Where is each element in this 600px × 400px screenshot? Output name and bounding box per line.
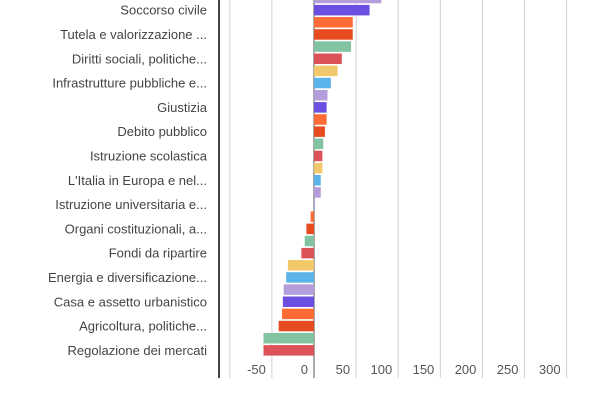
category-label: Tutela e valorizzazione ... [60,27,207,42]
bar [278,320,314,332]
bar [314,138,324,150]
category-label: Soccorso civile [120,3,207,18]
bar [314,65,338,77]
category-label: L'Italia in Europa e nel... [68,173,207,188]
category-label: Casa e assetto urbanistico [54,294,207,309]
bar [282,296,314,307]
bar [283,284,314,295]
category-label: Organi costituzionali, a... [65,221,207,236]
x-tick-label: 50 [336,362,350,377]
bar [314,4,370,16]
bar [306,223,314,235]
bar [314,41,352,52]
bar [263,332,314,344]
category-label: Regolazione dei mercati [68,343,208,358]
bar [314,150,323,162]
x-tick-label: 200 [455,362,477,377]
bar [314,102,327,113]
bar [263,345,314,356]
x-tick-label: 0 [301,362,308,377]
category-label: Giustizia [157,100,208,115]
category-label: Diritti sociali, politiche... [72,51,207,66]
bar [314,199,315,210]
category-label: Energia e diversificazione... [48,270,207,285]
bar [314,114,327,125]
bar [314,53,342,64]
bar [314,89,328,101]
bar [314,126,325,137]
x-tick-label: 300 [539,362,561,377]
bar [287,260,314,271]
x-tick-label: 100 [370,362,392,377]
category-label: Debito pubblico [117,124,207,139]
x-tick-labels: -50 0 50 100 150 200 250 300 [247,362,560,377]
bar [304,235,314,247]
bar [314,0,382,4]
bar [310,211,314,222]
category-label: Agricoltura, politiche... [79,319,207,334]
bar [301,247,314,259]
category-label: Infrastrutture pubbliche e... [52,76,207,91]
bar [286,272,314,283]
x-tick-label: -50 [247,362,266,377]
category-label: Istruzione scolastica [90,148,208,163]
category-label: Fondi da ripartire [109,246,207,261]
bar [314,162,323,174]
bars [263,0,382,356]
category-labels: Soccorso civile Tutela e valorizzazione .… [48,3,208,358]
bar [314,187,321,198]
category-label: Istruzione universitaria e... [55,197,207,212]
bar [314,77,331,89]
bar [314,175,321,186]
bar [314,29,353,40]
x-tick-label: 150 [413,362,435,377]
bar [282,308,314,320]
bar [314,17,353,28]
x-tick-label: 250 [497,362,519,377]
